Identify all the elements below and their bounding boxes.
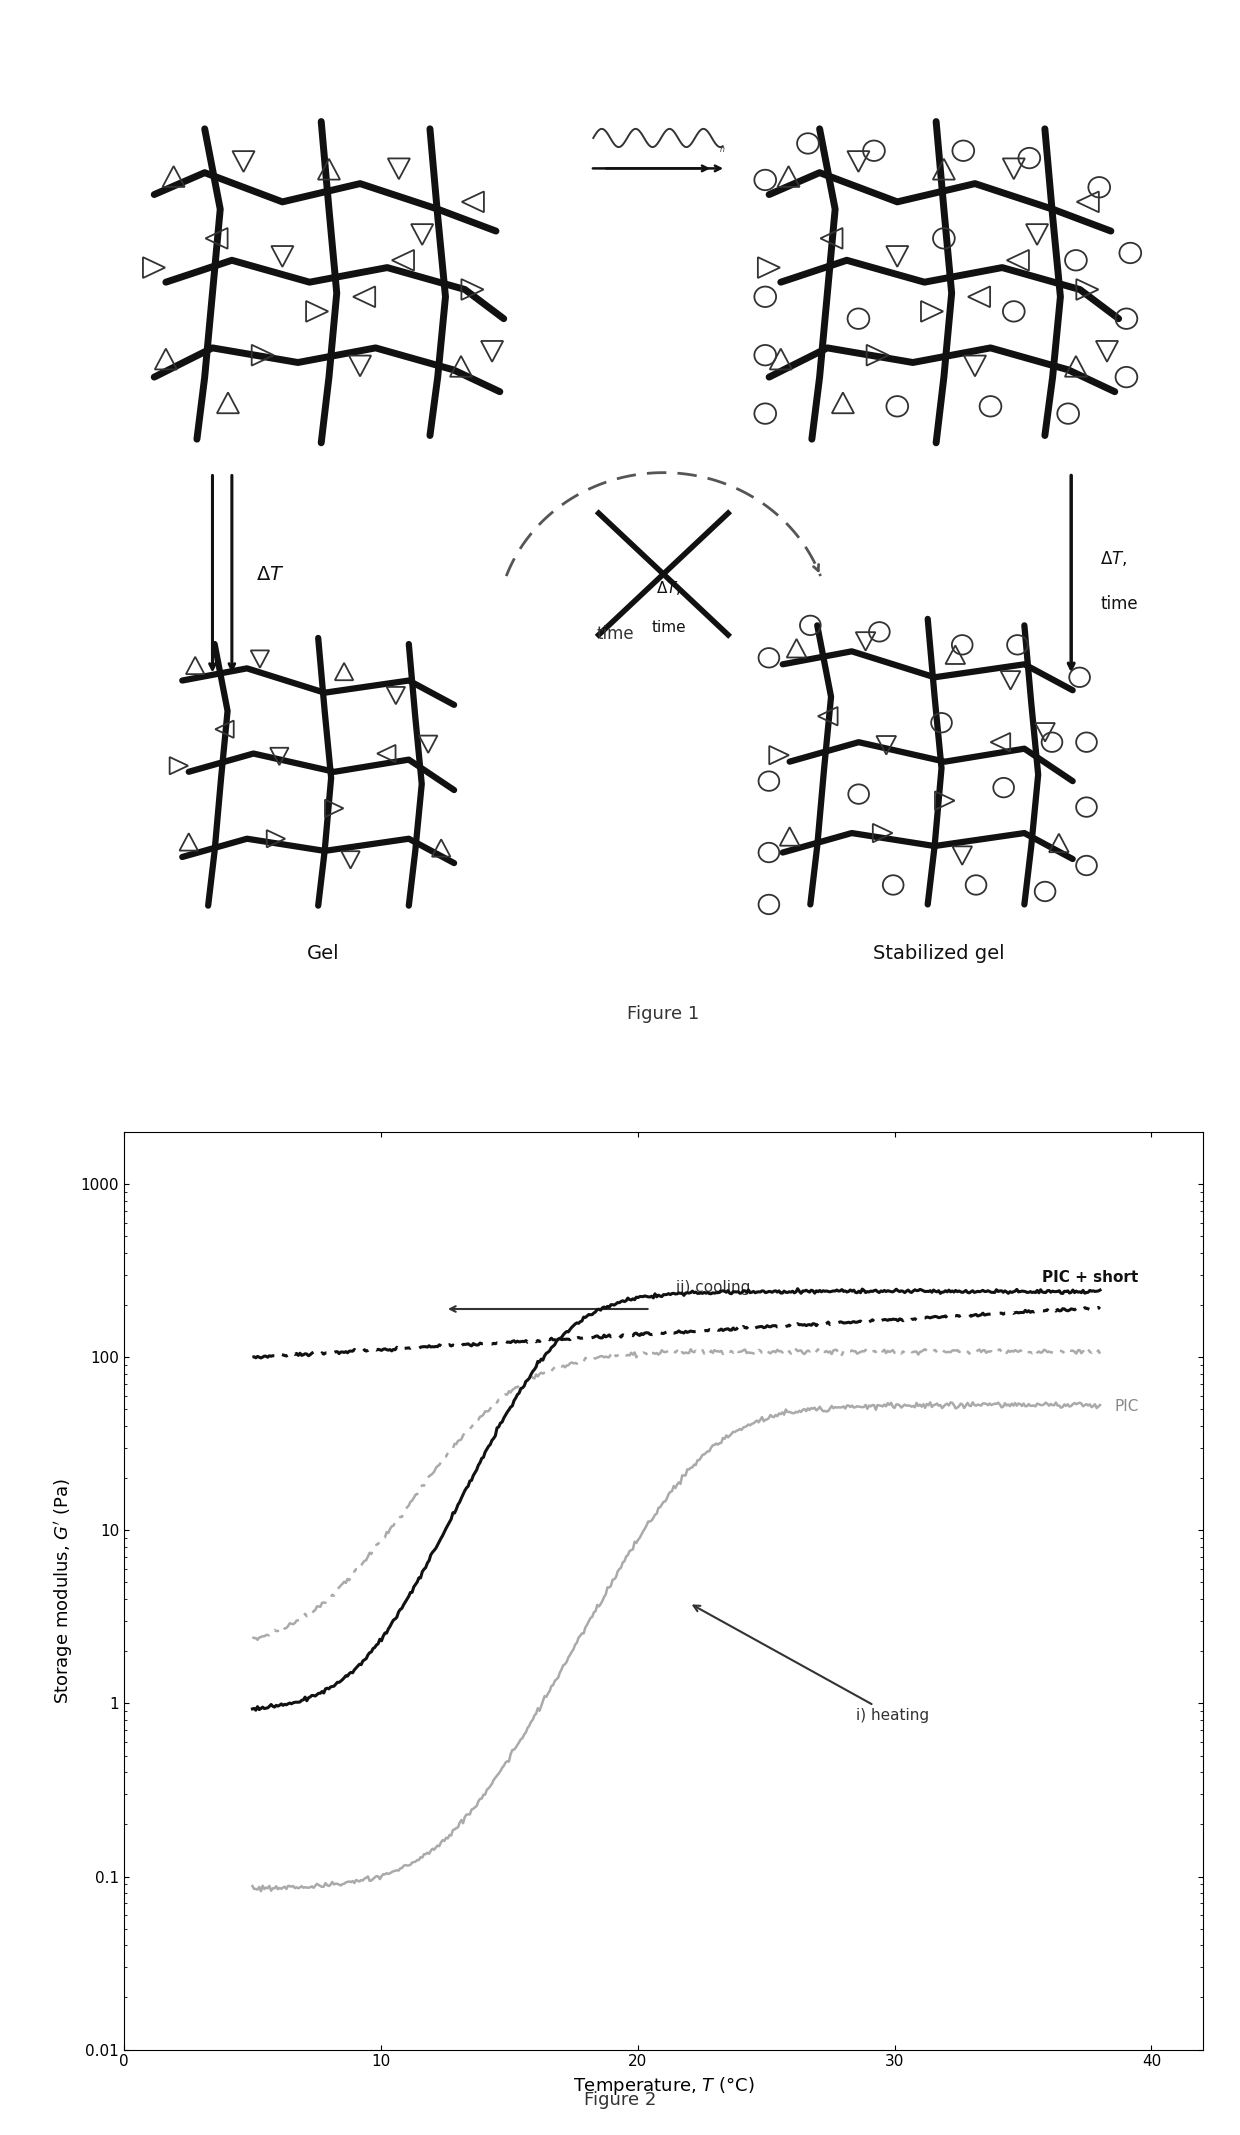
Text: ii) cooling: ii) cooling xyxy=(676,1279,750,1294)
Text: i) heating: i) heating xyxy=(693,1606,929,1723)
Text: time: time xyxy=(1100,596,1138,613)
Text: $\Delta T$,: $\Delta T$, xyxy=(656,579,681,598)
Text: time: time xyxy=(651,619,686,634)
Text: PIC: PIC xyxy=(1115,1398,1138,1413)
X-axis label: Temperature, $T$ (°C): Temperature, $T$ (°C) xyxy=(573,2075,754,2097)
Text: $\Delta T$,: $\Delta T$, xyxy=(1100,549,1127,568)
Text: $_n$: $_n$ xyxy=(719,145,725,156)
Text: Gel: Gel xyxy=(308,944,340,963)
Text: Figure 1: Figure 1 xyxy=(627,1006,699,1023)
Text: Stabilized gel: Stabilized gel xyxy=(873,944,1004,963)
Y-axis label: Storage modulus, $G'$ (Pa): Storage modulus, $G'$ (Pa) xyxy=(52,1477,76,1704)
Text: Figure 2: Figure 2 xyxy=(584,2092,656,2109)
Text: $\Delta T$: $\Delta T$ xyxy=(255,564,284,583)
Text: time: time xyxy=(596,626,634,643)
Text: PIC + short: PIC + short xyxy=(1043,1270,1138,1285)
